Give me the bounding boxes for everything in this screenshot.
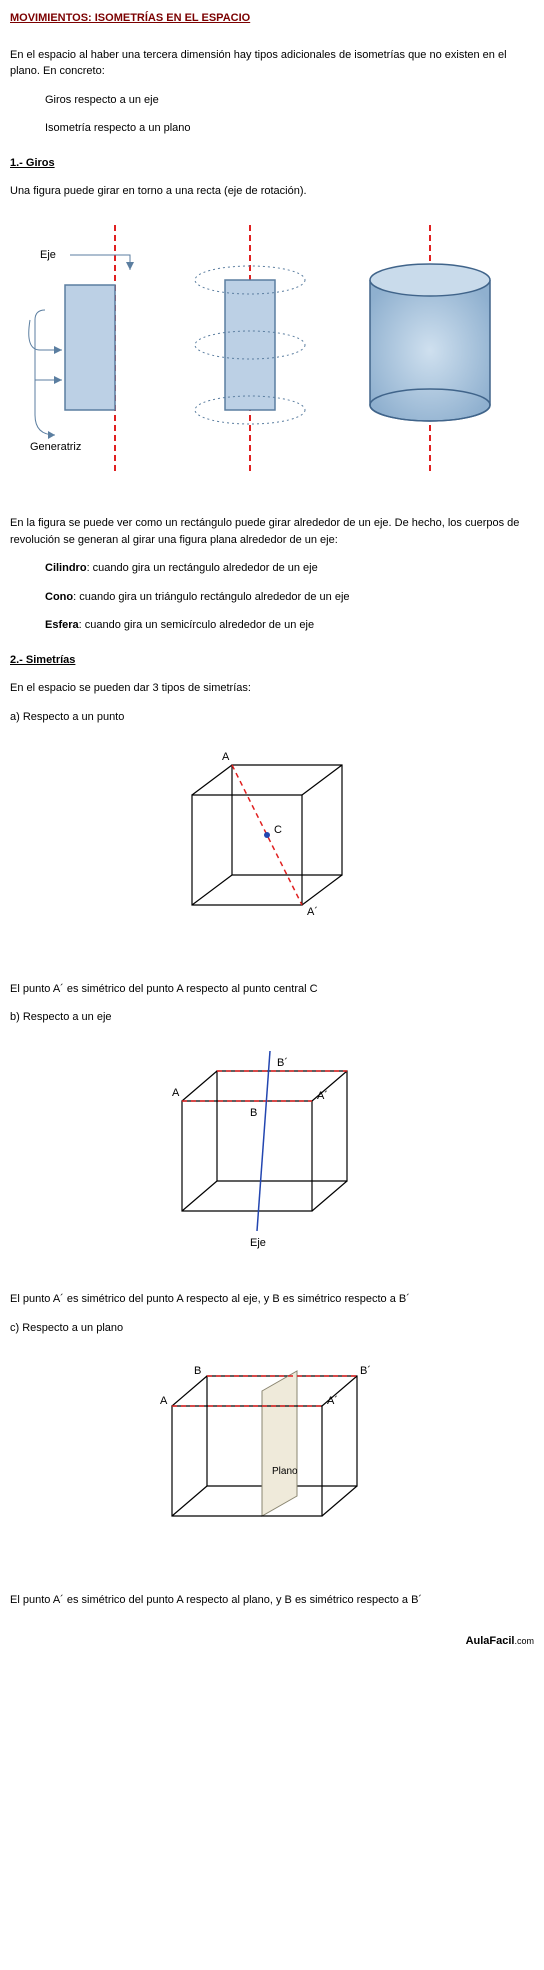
figure-rotation: Eje Generatriz [10, 220, 534, 486]
page-title: MOVIMIENTOS: ISOMETRÍAS EN EL ESPACIO [10, 10, 534, 27]
subsection-c-caption: El punto A´ es simétrico del punto A res… [10, 1592, 534, 1609]
figure-symmetry-point: A C A´ [10, 745, 534, 951]
svg-text:A´: A´ [307, 906, 318, 918]
section-2-header: 2.- Simetrías [10, 652, 534, 669]
subsection-b-title: b) Respecto a un eje [10, 1009, 534, 1026]
svg-text:Generatriz: Generatriz [30, 441, 81, 453]
footer-brand-ext: .com [514, 1636, 534, 1646]
section-2-p1: En el espacio se pueden dar 3 tipos de s… [10, 680, 534, 697]
intro-item-2: Isometría respecto a un plano [10, 120, 534, 137]
svg-text:Plano: Plano [272, 1466, 298, 1477]
svg-text:B: B [194, 1365, 201, 1377]
svg-text:Eje: Eje [40, 249, 56, 261]
footer-brand-name: AulaFacil [466, 1635, 515, 1647]
svg-text:A: A [160, 1395, 168, 1407]
subsection-b-caption: El punto A´ es simétrico del punto A res… [10, 1291, 534, 1308]
svg-text:B´: B´ [277, 1057, 288, 1069]
figure-symmetry-plane: A A´ B B´ Plano [10, 1356, 534, 1562]
svg-text:Eje: Eje [250, 1237, 266, 1249]
svg-text:A: A [222, 751, 230, 763]
svg-text:C: C [274, 824, 282, 836]
figure-symmetry-axis: A A´ B B´ Eje [10, 1046, 534, 1262]
intro-paragraph: En el espacio al haber una tercera dimen… [10, 47, 534, 80]
section-1-p2: En la figura se puede ver como un rectán… [10, 515, 534, 548]
section-1-p1: Una figura puede girar en torno a una re… [10, 183, 534, 200]
intro-item-1: Giros respecto a un eje [10, 92, 534, 109]
svg-text:A: A [172, 1087, 180, 1099]
footer-brand: AulaFacil.com [10, 1633, 534, 1650]
svg-text:B´: B´ [360, 1365, 371, 1377]
subsection-c-title: c) Respecto a un plano [10, 1320, 534, 1337]
def-cono: Cono: cuando gira un triángulo rectángul… [10, 589, 534, 606]
def-esfera: Esfera: cuando gira un semicírculo alred… [10, 617, 534, 634]
svg-text:A´: A´ [327, 1395, 338, 1407]
subsection-a-title: a) Respecto a un punto [10, 709, 534, 726]
svg-text:B: B [250, 1107, 257, 1119]
section-1-header: 1.- Giros [10, 155, 534, 172]
subsection-a-caption: El punto A´ es simétrico del punto A res… [10, 981, 534, 998]
svg-text:A´: A´ [317, 1090, 328, 1102]
def-cilindro: Cilindro: cuando gira un rectángulo alre… [10, 560, 534, 577]
